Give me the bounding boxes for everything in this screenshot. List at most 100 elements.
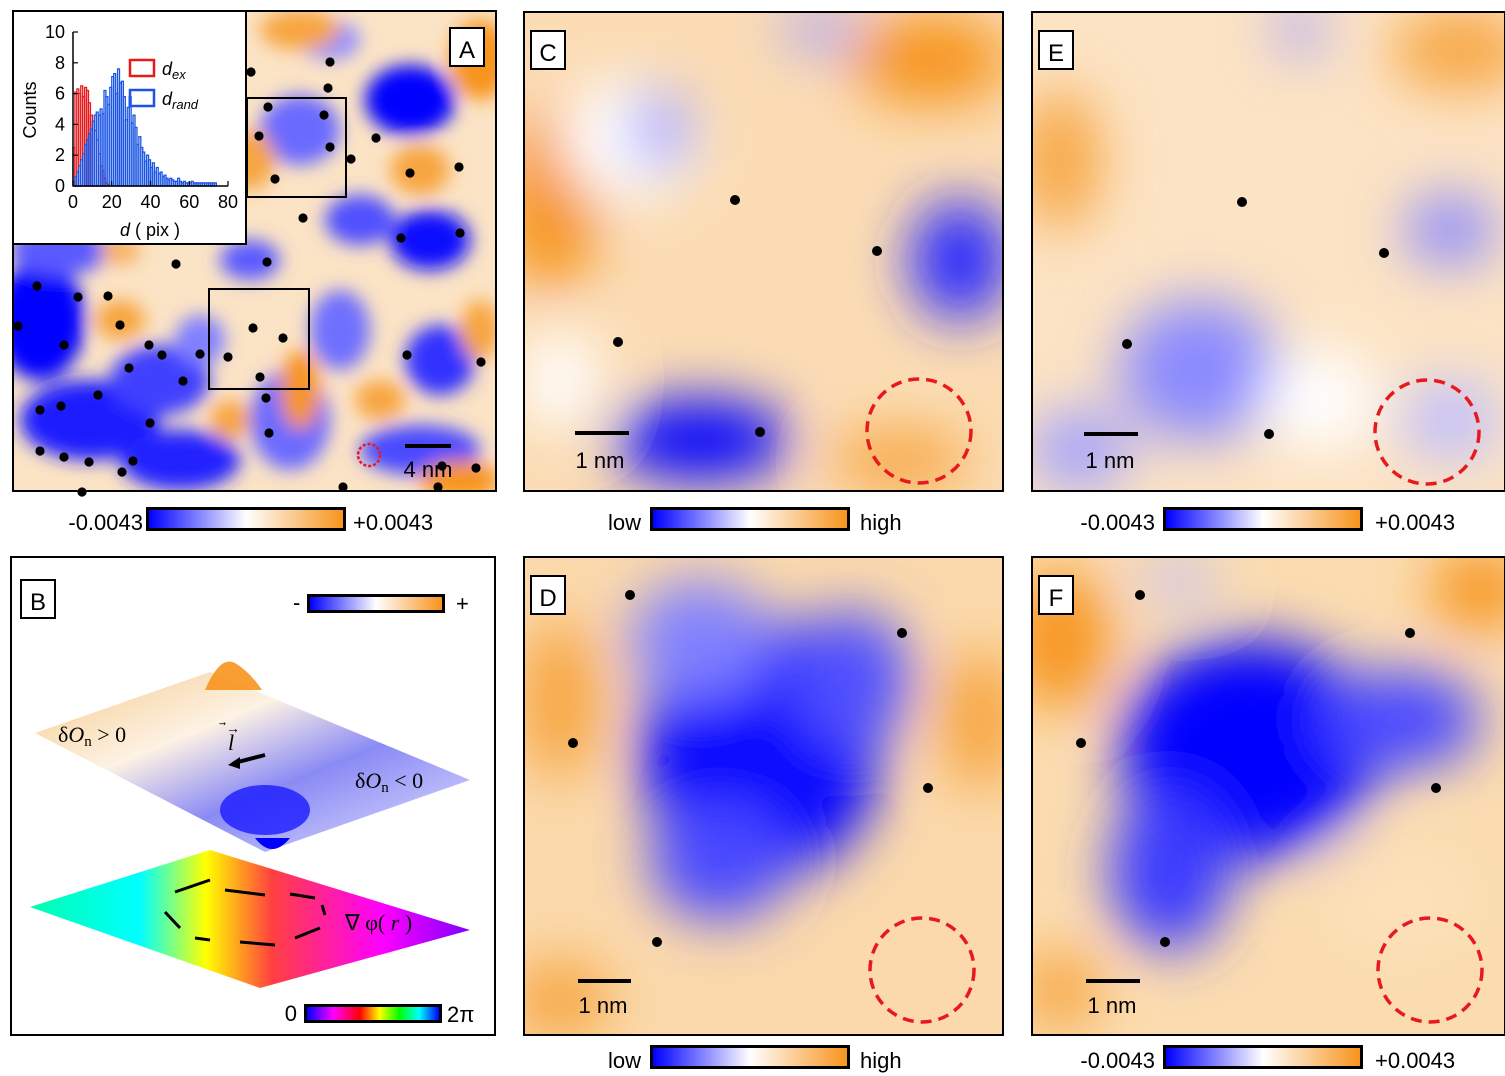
panel-b-label-box xyxy=(20,579,56,619)
defect-dot xyxy=(319,110,329,120)
panel-d: 1 nm D low high xyxy=(523,556,1004,1073)
defect-dot xyxy=(625,590,635,600)
defect-dot xyxy=(454,162,464,172)
defect-dot xyxy=(178,376,188,386)
defect-dot xyxy=(433,482,443,492)
panel-b-label: B xyxy=(30,589,46,616)
defect-dot xyxy=(263,102,273,112)
phase-colorbar-min: 0 xyxy=(285,1001,297,1026)
panel-a-map xyxy=(13,11,496,491)
defect-dot xyxy=(264,428,274,438)
defect-dot xyxy=(262,257,272,267)
x-tick-label: 80 xyxy=(218,192,238,212)
defect-dot xyxy=(115,320,125,330)
defect-dot xyxy=(223,352,233,362)
defect-dot xyxy=(261,393,271,403)
delta-o-positive: δOn > 0 xyxy=(58,722,126,750)
panel-d-colorbar-min: low xyxy=(608,1048,641,1073)
defect-dot xyxy=(568,738,578,748)
defect-dot xyxy=(923,783,933,793)
defect-dot xyxy=(471,463,481,473)
defect-dot xyxy=(124,363,134,373)
defect-dot xyxy=(755,427,765,437)
panel-e-scale-label: 1 nm xyxy=(1086,448,1135,473)
defect-dot xyxy=(145,418,155,428)
panel-c-colorbar-max: high xyxy=(860,510,902,535)
panel-b: B - + δOn > 0 δOn < 0 l ⃗→ ∇ φ( r ) 0 2π xyxy=(10,556,496,1036)
defect-dot xyxy=(1405,628,1415,638)
delta-o-negative: δOn < 0 xyxy=(355,768,423,796)
panel-d-frame xyxy=(523,556,1004,1036)
defect-dot xyxy=(255,372,265,382)
defect-dot xyxy=(325,57,335,67)
y-tick-label: 0 xyxy=(55,176,65,196)
defect-dot xyxy=(157,350,167,360)
defect-dot xyxy=(246,67,256,77)
panel-a: 4 nm A 0 20 40 60 80 0 2 4 6 8 10 Counts d ( pix )… xyxy=(12,10,497,535)
defect-dot xyxy=(325,142,335,152)
legend-label-ex: dex xyxy=(162,59,186,82)
panel-c-defects xyxy=(613,195,882,437)
panel-f-label: F xyxy=(1049,585,1064,612)
panel-d-colorbar-max: high xyxy=(860,1048,902,1073)
defect-dot xyxy=(405,168,415,178)
panel-a-scale-label: 4 nm xyxy=(404,457,453,482)
defect-dot xyxy=(1237,197,1247,207)
y-tick-label: 4 xyxy=(55,114,65,134)
x-tick-label: 0 xyxy=(68,192,78,212)
panel-c-frame xyxy=(523,11,1004,492)
defect-dot xyxy=(35,405,45,415)
defect-dot xyxy=(396,233,406,243)
defect-dot xyxy=(84,457,94,467)
panel-d-resolution-circle xyxy=(868,916,976,1024)
panel-f-label-box xyxy=(1038,575,1074,615)
zoom-box-mid xyxy=(208,288,310,390)
defect-dot xyxy=(32,281,42,291)
defect-dot xyxy=(59,452,69,462)
surface-dip xyxy=(255,838,290,849)
defect-dot xyxy=(298,213,308,223)
defect-dot xyxy=(93,390,103,400)
defect-dot xyxy=(59,340,69,350)
histogram-x-label-unit: ( pix ) xyxy=(130,220,180,240)
defect-dot xyxy=(35,446,45,456)
panel-f-colorbar-min: -0.0043 xyxy=(1080,1048,1155,1073)
panel-a-colorbar xyxy=(149,510,343,528)
defect-dot xyxy=(897,628,907,638)
panel-c-colorbar-min: low xyxy=(608,510,641,535)
y-tick-label: 6 xyxy=(55,84,65,104)
defect-dot xyxy=(103,291,113,301)
defect-dot xyxy=(346,154,356,164)
y-tick-label: 8 xyxy=(55,53,65,73)
defect-dot xyxy=(402,350,412,360)
panel-d-colorbar xyxy=(653,1048,847,1066)
panel-e-colorbar-max: +0.0043 xyxy=(1375,510,1455,535)
defect-dot xyxy=(270,174,280,184)
vector-l-label: l xyxy=(228,730,234,755)
defect-dot xyxy=(1135,590,1145,600)
defect-dot xyxy=(13,321,23,331)
vector-l-arrowhead xyxy=(228,757,240,769)
histogram-ticks: 0 20 40 60 80 0 2 4 6 8 10 xyxy=(45,22,238,212)
defect-dot xyxy=(117,467,127,477)
defect-dot xyxy=(1431,783,1441,793)
panel-c-scale-label: 1 nm xyxy=(576,448,625,473)
defect-dot xyxy=(248,323,258,333)
defect-dot xyxy=(254,131,264,141)
defect-dot xyxy=(278,333,288,343)
panel-f-resolution-circle xyxy=(1376,916,1484,1024)
y-tick-label: 10 xyxy=(45,22,65,42)
phase-gradient-arrows xyxy=(163,878,327,947)
panel-d-label-box xyxy=(530,575,566,615)
defect-dot xyxy=(338,482,348,492)
histogram-inset: 0 20 40 60 80 0 2 4 6 8 10 Counts d ( pix ) dex dr… xyxy=(12,10,247,245)
panel-c-colorbar xyxy=(653,510,847,528)
x-tick-label: 20 xyxy=(102,192,122,212)
histogram-x-label: d ( pix ) xyxy=(120,220,180,240)
panel-a-colorbar-max: +0.0043 xyxy=(353,510,433,535)
defect-dot xyxy=(652,937,662,947)
order-parameter-surface xyxy=(35,672,470,852)
panel-e-label: E xyxy=(1048,40,1064,67)
panel-a-defects xyxy=(13,57,486,497)
panel-d-label: D xyxy=(539,585,556,612)
